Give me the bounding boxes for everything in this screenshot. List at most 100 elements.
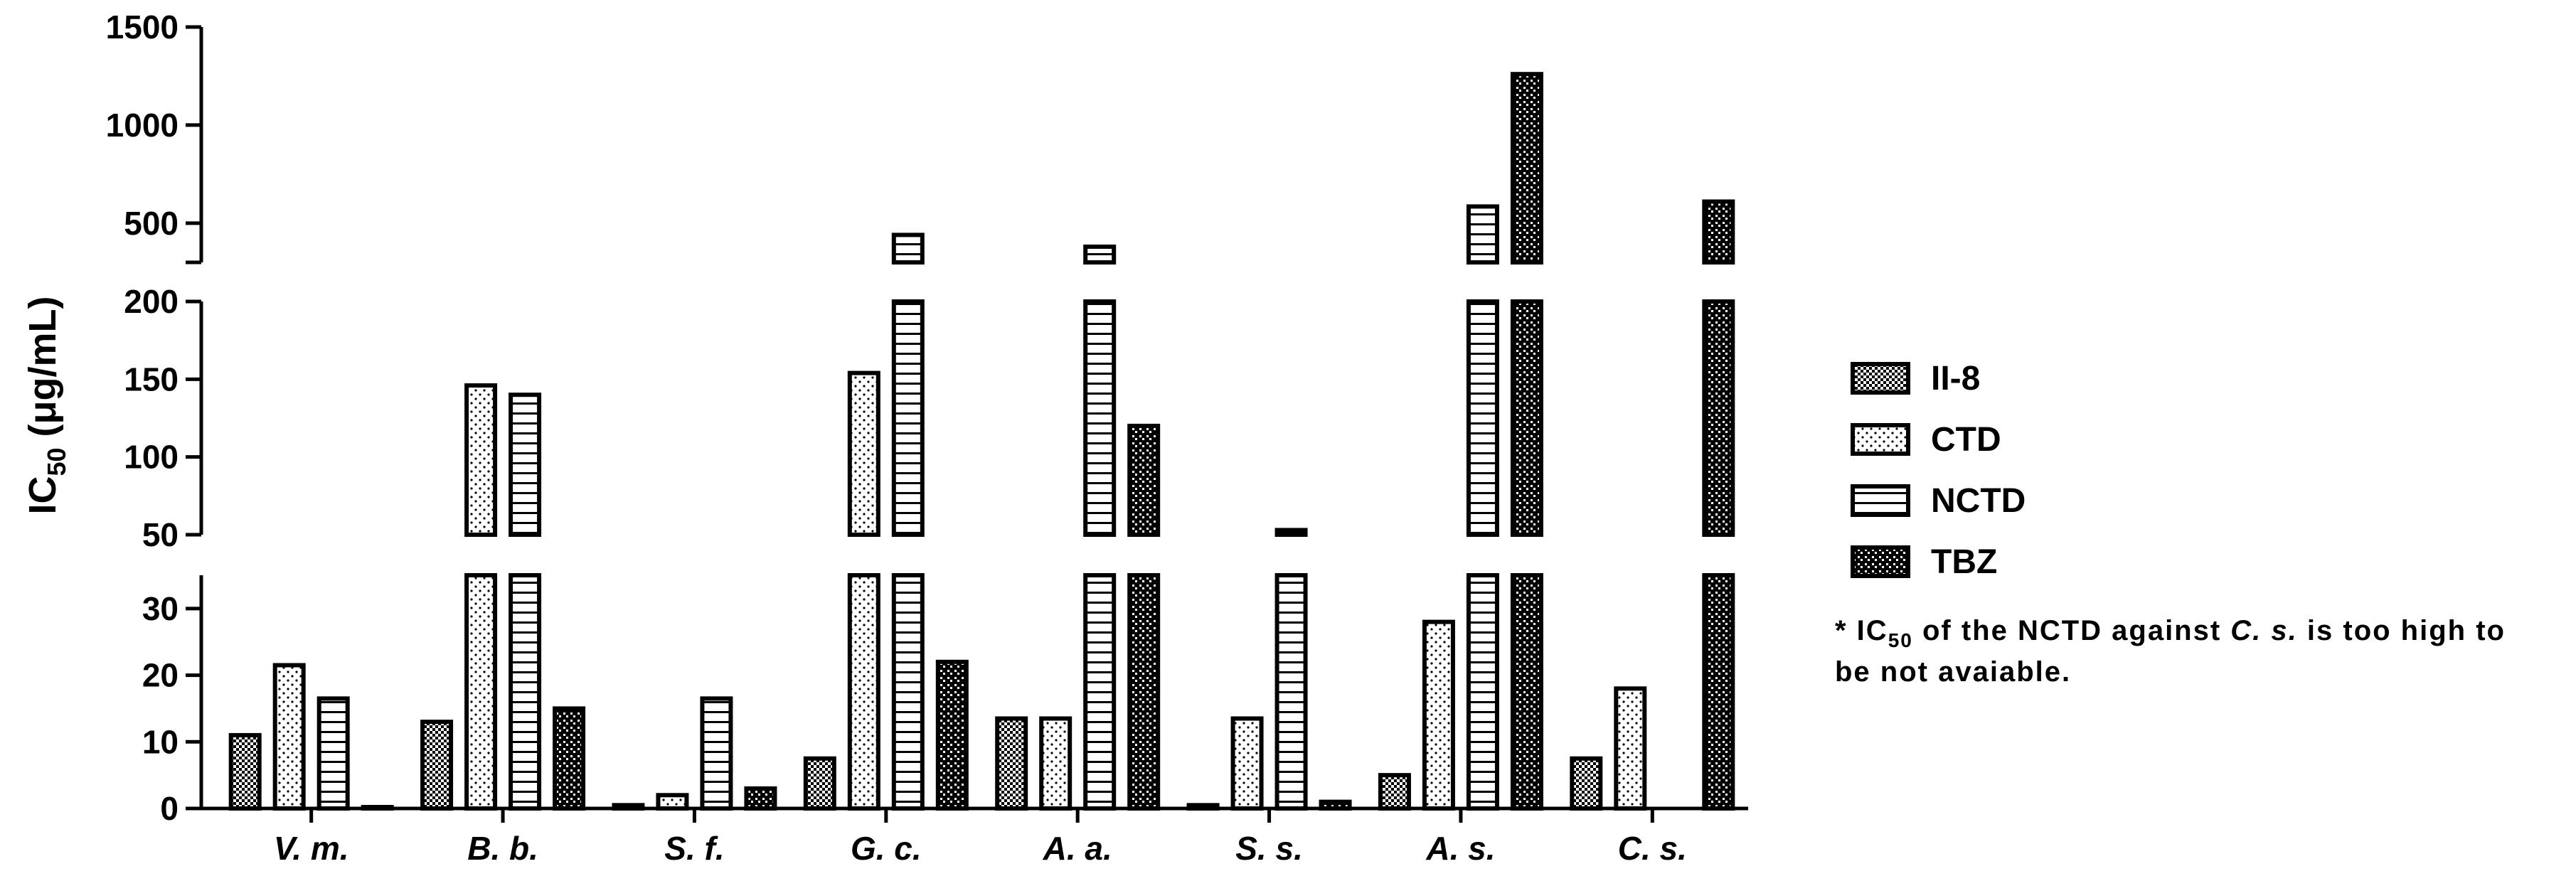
legend-label: CTD <box>1931 421 2001 459</box>
bar-segment <box>891 233 925 265</box>
bar <box>612 803 645 811</box>
bar-segment <box>1510 299 1543 537</box>
y-tick-label: 50 <box>142 516 179 553</box>
bar-segment <box>1614 686 1647 811</box>
bar-segment <box>1510 573 1543 811</box>
bar-segment <box>1466 299 1499 537</box>
bar <box>1186 803 1220 811</box>
bar <box>1083 244 1117 811</box>
bar <box>847 370 880 811</box>
bar <box>553 706 586 811</box>
bar-segment <box>228 732 262 811</box>
bar <box>464 383 498 811</box>
bar-segment <box>1230 716 1264 811</box>
bar-segment <box>1378 773 1411 811</box>
bar-segment <box>509 573 542 811</box>
x-category-label: S. s. <box>1235 830 1303 867</box>
bar-segment <box>1702 199 1735 265</box>
bar <box>1510 72 1543 811</box>
bar <box>1274 528 1308 811</box>
bar-segment <box>553 706 586 811</box>
y-tick-label: 0 <box>160 790 179 827</box>
bar-segment <box>700 696 733 811</box>
y-axis-title-sub: 50 <box>42 447 71 476</box>
bar <box>700 696 733 811</box>
axes: 0 10 20 30 50 100 150 200 500 1000 1500 <box>106 9 1748 827</box>
bar-segment <box>891 573 925 811</box>
footnote-prefix: * IC <box>1835 615 1888 646</box>
bar-segment <box>420 720 454 811</box>
bar-segment <box>1083 299 1117 537</box>
legend-swatch <box>1851 545 1910 578</box>
bar <box>1614 686 1647 811</box>
x-category-label: A. a. <box>1043 830 1112 867</box>
y-tick-label: 20 <box>142 657 179 694</box>
bar-segment <box>361 805 394 811</box>
bar-segment <box>464 573 498 811</box>
bar <box>744 786 777 811</box>
bar-segment <box>1319 799 1352 811</box>
bar-segment <box>612 803 645 811</box>
y-tick-label: 1500 <box>106 9 179 46</box>
bar-segment <box>891 299 925 537</box>
bar <box>1422 619 1455 811</box>
legend-swatch <box>1851 484 1910 517</box>
bar-segment <box>1702 573 1735 811</box>
bar-segment <box>1510 72 1543 265</box>
bar-segment <box>1422 619 1455 811</box>
bar <box>1378 773 1411 811</box>
bar-segment <box>1466 573 1499 811</box>
svg-text:IC50 (μg/mL): IC50 (μg/mL) <box>21 296 71 514</box>
bar <box>1039 716 1073 811</box>
bar-segment <box>1083 573 1117 811</box>
bar <box>361 805 394 811</box>
bar-segment <box>272 663 306 811</box>
x-category-label: V. m. <box>274 830 349 867</box>
bar-segment <box>1274 573 1308 811</box>
bar-segment <box>316 696 350 811</box>
bar-segment <box>1127 573 1161 811</box>
y-tick-label: 1000 <box>106 107 179 144</box>
bar-segment <box>803 756 836 811</box>
y-tick-label: 10 <box>142 723 179 760</box>
bar <box>935 659 969 811</box>
bar-segment <box>1083 244 1117 265</box>
bar <box>1702 199 1735 811</box>
x-category-label: S. f. <box>664 830 724 867</box>
y-axis-title: IC50 (μg/mL) <box>21 296 71 514</box>
x-category-label: B. b. <box>467 830 538 867</box>
bar <box>1570 756 1603 811</box>
bar-segment <box>656 793 689 811</box>
bar-segment <box>1466 204 1499 265</box>
bar-segment <box>935 659 969 811</box>
x-category-label: A. s. <box>1425 830 1495 867</box>
x-category-label: G. c. <box>851 830 922 867</box>
legend-label: NCTD <box>1931 482 2026 520</box>
y-tick-label: 150 <box>124 361 179 397</box>
bar <box>1230 716 1264 811</box>
legend-label: II-8 <box>1931 360 1980 397</box>
bar-segment <box>847 573 880 811</box>
x-category-label: C. s. <box>1618 830 1687 867</box>
footnote-line-1: * IC50 of the NCTD against C. s. is too … <box>1835 615 2506 651</box>
bar-segment <box>847 370 880 537</box>
footnote-sub: 50 <box>1888 629 1913 651</box>
footnote-line-2: be not avaiable. <box>1835 656 2071 688</box>
footnote-middle: of the NCTD against <box>1913 615 2230 646</box>
legend-label: TBZ <box>1931 543 1997 581</box>
legend-swatch <box>1851 362 1910 395</box>
y-tick-label: 500 <box>124 205 179 242</box>
bar-segment <box>1127 423 1161 538</box>
bar-segment <box>1702 299 1735 537</box>
bar <box>228 732 262 811</box>
bar <box>656 793 689 811</box>
category-labels: V. m. B. b. S. f. G. c. A. a. S. s. A. s. C. s. <box>274 808 1687 867</box>
bar <box>803 756 836 811</box>
legend: II-8 CTD NCTD TBZ <box>1851 360 2026 581</box>
bar-segment <box>1186 803 1220 811</box>
bar-segment <box>995 716 1028 811</box>
bar-segment <box>1039 716 1073 811</box>
footnote-suffix: is too high to <box>2298 615 2506 646</box>
bar-segment <box>464 383 498 538</box>
